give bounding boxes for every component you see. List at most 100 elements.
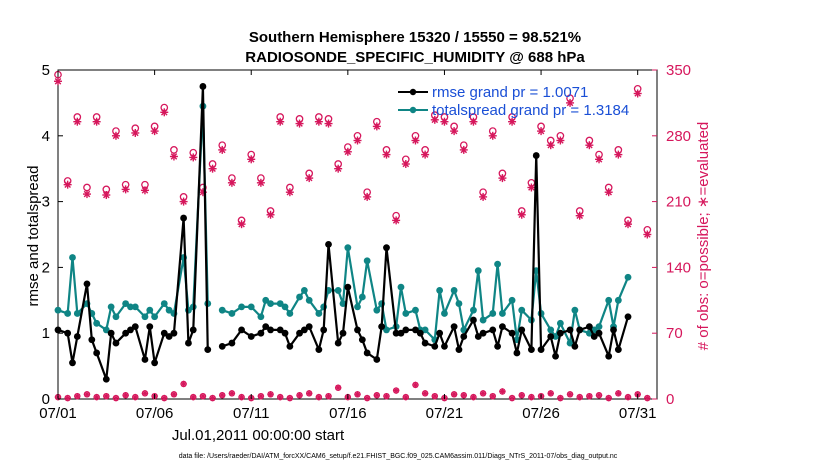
totalspread-point	[238, 303, 245, 311]
y-left-tick-label: 1	[42, 325, 50, 342]
obs-evaluated-marker	[151, 127, 158, 135]
obs-evaluated-marker	[315, 118, 323, 125]
x-tick-label: 07/21	[426, 405, 464, 422]
totalspread-point	[552, 333, 559, 340]
obs-evaluated-marker	[112, 132, 120, 140]
obs-evaluated-marker	[547, 141, 555, 149]
obs-evaluated-marker	[392, 217, 400, 224]
rejected-evaluated-marker	[180, 381, 187, 387]
rmse-point	[281, 329, 289, 337]
totalspread-point	[421, 326, 429, 334]
totalspread-point	[363, 257, 371, 265]
obs-evaluated-marker	[93, 118, 100, 125]
rejected-evaluated-marker	[490, 393, 496, 399]
rmse-point	[334, 339, 342, 347]
obs-evaluated-marker	[470, 118, 477, 125]
rejected-evaluated-marker	[451, 391, 457, 397]
rmse-point	[296, 329, 303, 337]
rmse-point	[513, 349, 521, 357]
totalspread-point	[358, 293, 366, 301]
obs-evaluated-marker	[218, 146, 226, 154]
rmse-point	[499, 323, 506, 331]
rejected-evaluated-marker	[113, 395, 119, 401]
rejected-evaluated-marker	[615, 390, 622, 397]
obs-evaluated-marker	[518, 211, 526, 219]
x-tick-label: 07/31	[619, 405, 657, 422]
rmse-point	[54, 326, 62, 334]
obs-evaluated-marker	[508, 118, 516, 125]
rejected-evaluated-marker	[171, 391, 177, 397]
obs-evaluated-marker	[247, 156, 255, 163]
rmse-point	[160, 329, 168, 337]
legend-spread-label: totalspread grand pr = 1.3184	[432, 102, 629, 119]
rmse-point	[363, 349, 371, 357]
rejected-evaluated-marker	[103, 393, 109, 399]
totalspread-point	[547, 326, 555, 334]
rmse-point	[412, 326, 419, 334]
rejected-evaluated-marker	[122, 392, 129, 398]
totalspread-point	[262, 296, 270, 304]
obs-evaluated-marker	[209, 165, 216, 172]
obs-evaluated-marker	[305, 174, 313, 182]
rejected-evaluated-marker	[364, 395, 370, 401]
rmse-point	[315, 346, 323, 354]
totalspread-point	[605, 296, 613, 304]
rmse-point	[204, 346, 212, 354]
legend-spread-marker	[409, 106, 417, 114]
rejected-evaluated-marker	[142, 390, 148, 397]
rejected-evaluated-marker	[209, 395, 216, 401]
totalspread-point	[141, 313, 149, 321]
obs-evaluated-marker	[421, 151, 429, 158]
rmse-point	[585, 323, 593, 331]
rejected-evaluated-marker	[74, 393, 80, 399]
obs-evaluated-marker	[64, 181, 71, 188]
legend: rmse grand pr = 1.0071 totalspread grand…	[398, 84, 629, 119]
rmse-point	[218, 342, 226, 350]
totalspread-point	[412, 306, 419, 314]
totalspread-point	[146, 306, 154, 314]
rmse-point	[112, 339, 120, 347]
rmse-point	[102, 375, 110, 383]
rmse-point	[339, 329, 347, 337]
rmse-point	[431, 342, 439, 350]
totalspread-point	[334, 287, 342, 294]
rejected-evaluated-marker	[509, 395, 515, 401]
y-axis-left-label: rmse and totalspread	[25, 166, 42, 307]
rejected-evaluated-marker	[606, 395, 612, 401]
obs-evaluated-marker	[431, 116, 439, 124]
rejected-evaluated-marker	[161, 395, 167, 401]
data-file-footer: data file: /Users/raeder/DAI/ATM_forcXX/…	[179, 453, 618, 460]
obs-evaluated-marker	[257, 179, 265, 187]
rmse-point	[300, 326, 308, 334]
x-axis-label: Jul.01,2011 00:00:00 start	[172, 427, 345, 444]
rmse-point	[571, 342, 579, 350]
rmse-point	[402, 326, 410, 334]
rmse-point	[185, 339, 192, 347]
totalspread-point	[296, 293, 303, 301]
totalspread-point	[107, 303, 115, 311]
obs-evaluated-marker	[412, 137, 419, 144]
totalspread-point	[64, 310, 72, 317]
rmse-point	[107, 329, 115, 337]
obs-evaluated-marker	[325, 120, 332, 127]
obs-evaluated-marker	[83, 190, 91, 198]
totalspread-point	[499, 310, 506, 317]
totalspread-point	[383, 326, 390, 334]
rmse-point	[354, 326, 361, 334]
rejected-evaluated-marker	[412, 382, 419, 388]
obs-evaluated-marker	[634, 90, 641, 97]
rejected-evaluated-marker	[596, 392, 602, 398]
rejected-evaluated-marker	[432, 393, 438, 399]
rejected-evaluated-marker	[577, 394, 583, 400]
totalspread-point	[281, 303, 289, 311]
rmse-point	[320, 326, 328, 334]
rejected-evaluated-marker	[403, 394, 409, 400]
rmse-point	[83, 280, 91, 288]
rmse-point	[228, 339, 236, 347]
rmse-point	[470, 316, 477, 324]
totalspread-point	[402, 310, 410, 317]
rejected-evaluated-marker	[625, 394, 631, 400]
obs-evaluated-marker	[644, 231, 651, 238]
rmse-point	[590, 333, 598, 340]
rejected-evaluated-marker	[470, 394, 477, 400]
